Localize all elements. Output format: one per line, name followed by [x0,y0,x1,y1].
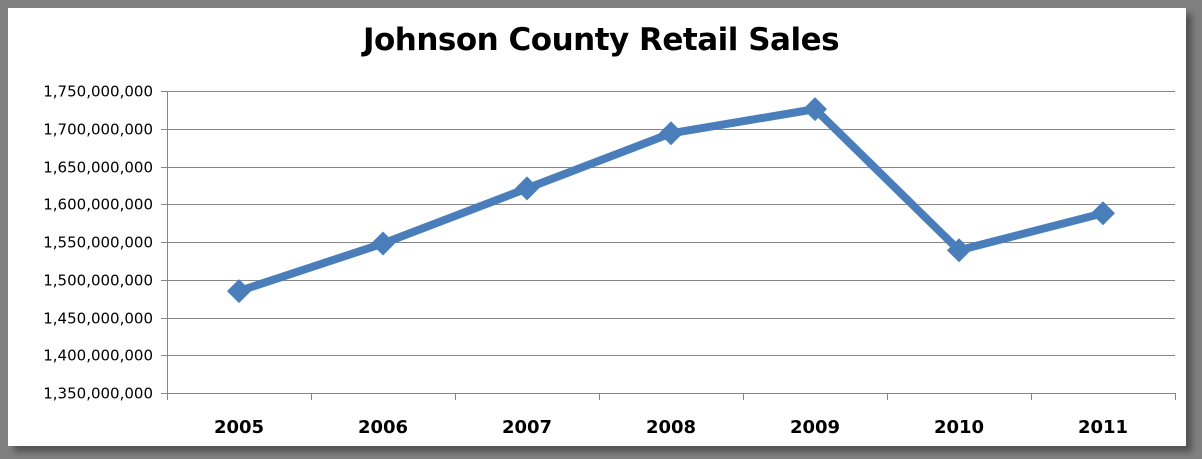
diamond-marker [515,176,539,201]
y-tick-label: 1,700,000,000 [43,121,153,139]
y-tick-label: 1,500,000,000 [43,272,153,290]
y-tick-label: 1,350,000,000 [43,385,153,403]
diamond-marker [227,279,251,304]
y-tick-label: 1,600,000,000 [43,196,153,214]
chart-frame [8,8,1186,446]
x-tick-label: 2007 [502,417,552,438]
y-tick-label: 1,400,000,000 [43,347,153,365]
x-tick-label: 2009 [790,417,840,438]
diamond-marker [947,238,971,263]
diamond-marker [371,231,395,256]
diamond-marker [1091,201,1115,226]
chart-title: Johnson County Retail Sales [362,22,840,58]
y-tick-label: 1,550,000,000 [43,234,153,252]
x-tick-label: 2005 [214,417,264,438]
diamond-marker [803,97,827,122]
y-tick-label: 1,650,000,000 [43,159,153,177]
x-tick-label: 2006 [358,417,408,438]
x-tick-label: 2010 [934,417,984,438]
x-tick-label: 2008 [646,417,696,438]
diamond-marker [659,121,683,146]
x-tick-label: 2011 [1078,417,1128,438]
y-tick-label: 1,450,000,000 [43,310,153,328]
y-tick-label: 1,750,000,000 [43,83,153,101]
